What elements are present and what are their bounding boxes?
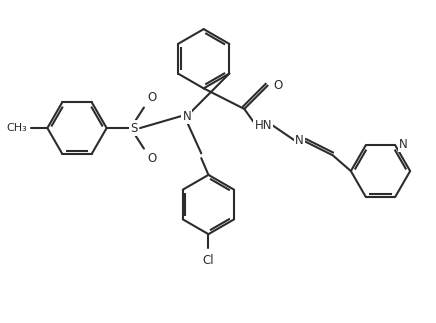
Text: N: N: [399, 138, 408, 151]
Text: S: S: [131, 121, 138, 135]
Text: Cl: Cl: [203, 254, 214, 267]
Text: HN: HN: [255, 119, 272, 132]
Text: N: N: [183, 109, 191, 123]
Text: CH₃: CH₃: [7, 123, 27, 133]
Text: N: N: [295, 134, 303, 147]
Text: O: O: [273, 78, 282, 91]
Text: O: O: [148, 152, 157, 165]
Text: O: O: [148, 91, 157, 104]
